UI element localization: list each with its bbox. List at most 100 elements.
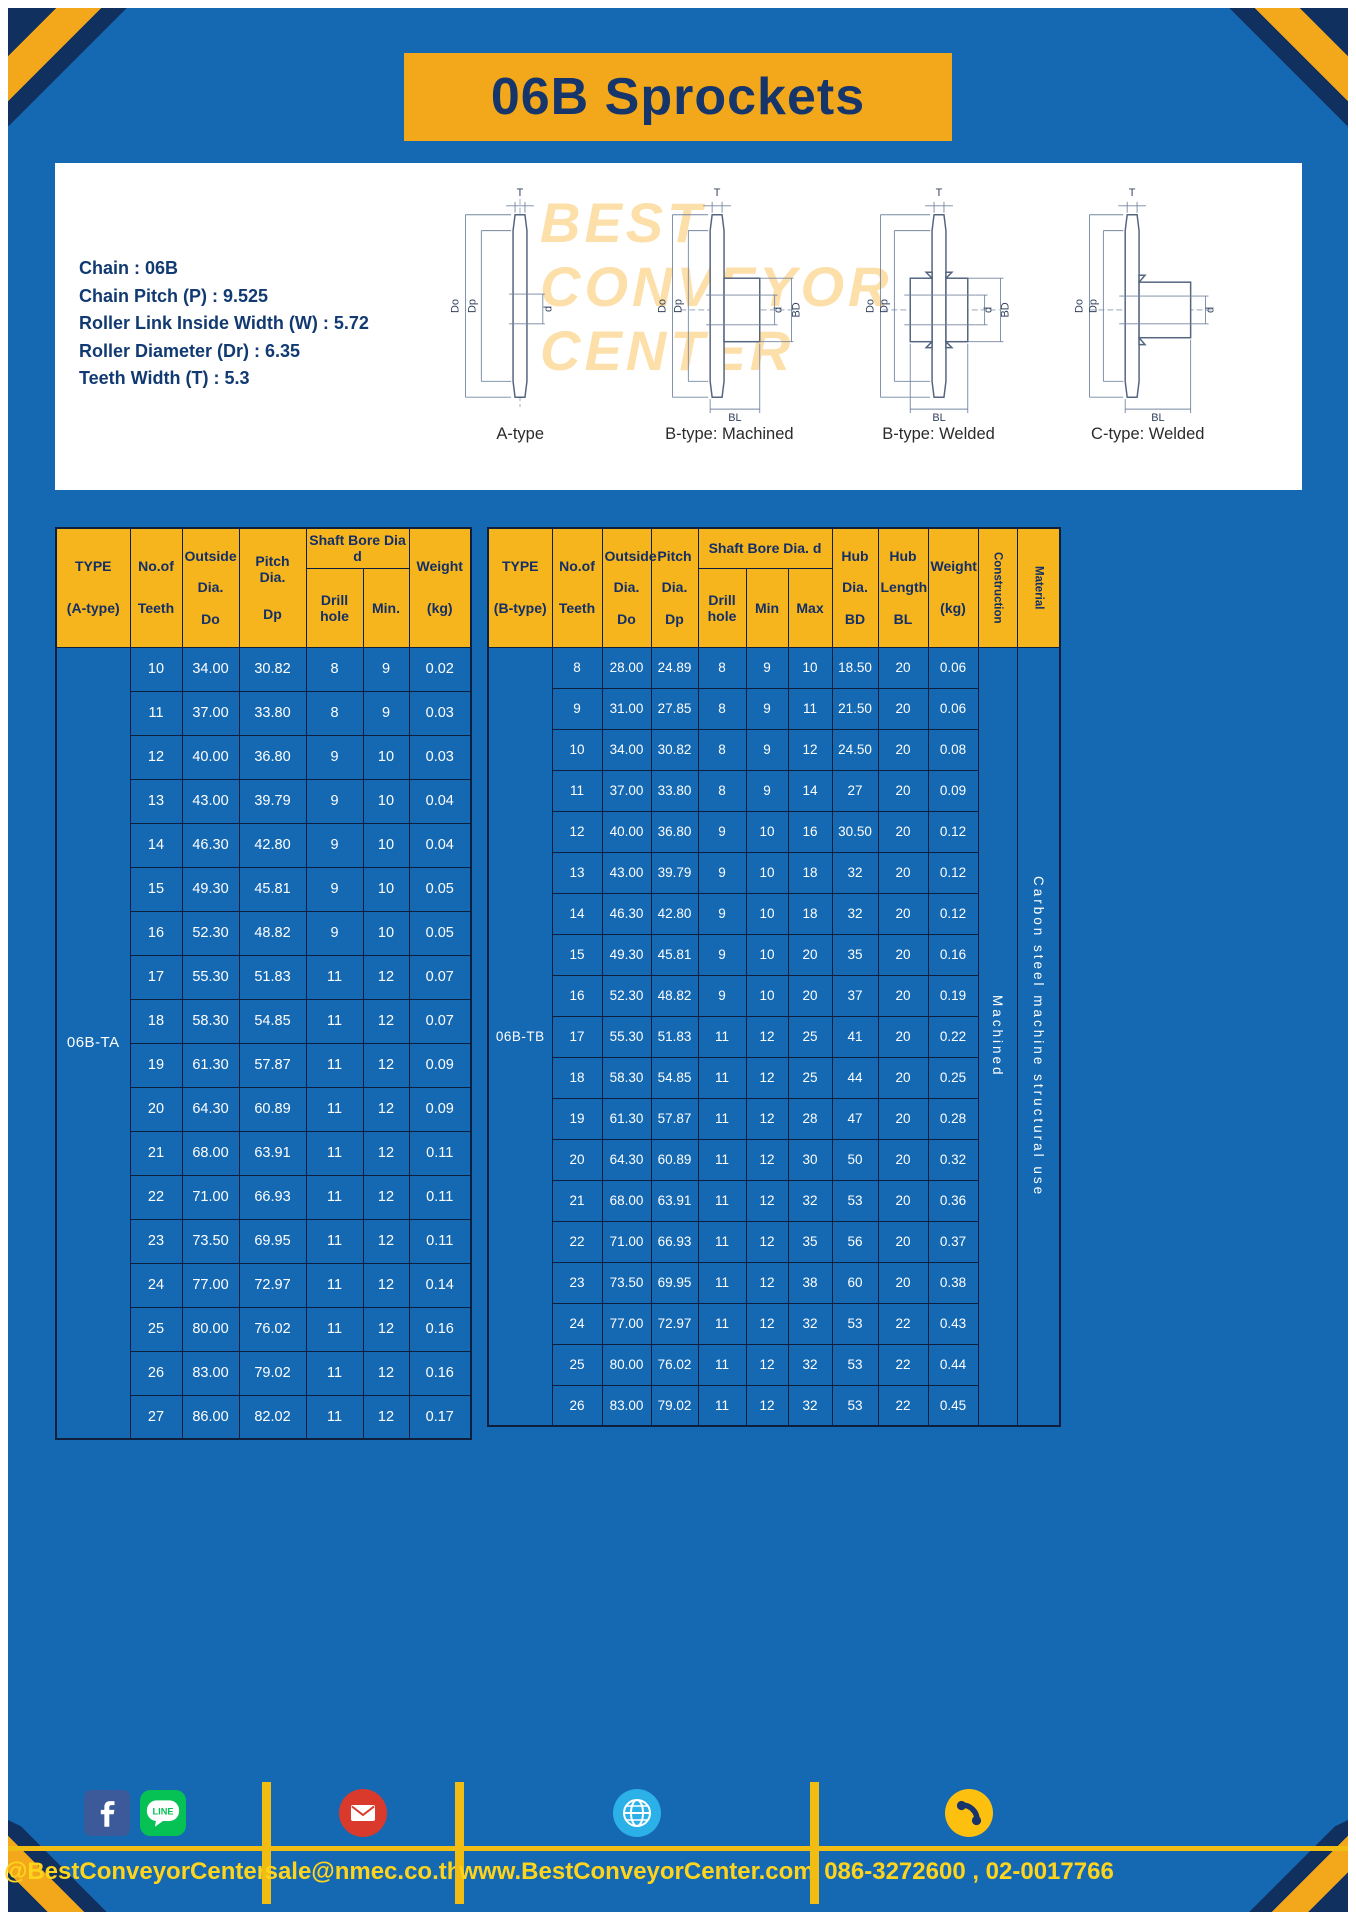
table-cell: 45.81	[650, 933, 699, 976]
table-row: 12 40.00 36.80 9 10 0.03	[56, 734, 472, 780]
table-cell: 20	[877, 1097, 929, 1140]
table-cell: 12	[745, 1015, 789, 1058]
table-cell: 39.79	[650, 851, 699, 894]
table-cell: 71.00	[181, 1174, 240, 1220]
email-icon[interactable]	[339, 1789, 387, 1837]
table-cell: 0.14	[408, 1262, 472, 1308]
spec-line-teeth-width: Teeth Width (T) : 5.3	[79, 368, 250, 388]
globe-icon[interactable]	[613, 1789, 661, 1837]
table-cell: 36.80	[238, 734, 307, 780]
table-cell: 11	[697, 1261, 747, 1304]
table-cell: 18	[787, 851, 833, 894]
table-cell: 12	[745, 1384, 789, 1427]
phone-icon[interactable]	[945, 1789, 993, 1837]
diagram-caption: B-type: Machined	[665, 425, 794, 443]
footer-social-handle[interactable]: @BestConveyorCenter	[3, 1858, 267, 1885]
table-cell: 0.05	[408, 910, 472, 956]
dim-label: d	[1204, 307, 1216, 313]
table-cell: 20	[877, 974, 929, 1017]
table-cell: 11	[305, 1174, 364, 1220]
table-cell: 0.06	[927, 646, 979, 689]
table-cell: 47	[831, 1097, 879, 1140]
table-cell: 48.82	[238, 910, 307, 956]
table-cell: 9	[697, 892, 747, 935]
table-cell: 53	[831, 1343, 879, 1386]
col-header-weight-a: Weight (kg)	[408, 527, 472, 648]
table-cell: 17	[551, 1015, 603, 1058]
table-cell: 23	[551, 1261, 603, 1304]
table-cell: 0.09	[927, 769, 979, 812]
footer-website[interactable]: www.BestConveyorCenter.com	[459, 1858, 815, 1885]
facebook-icon[interactable]	[84, 1790, 130, 1836]
table-cell: 35	[787, 1220, 833, 1263]
footer-email[interactable]: sale@nmec.co.th	[264, 1858, 462, 1885]
table-row: 15 49.30 45.81 9 10 0.05	[56, 866, 472, 912]
dim-label: BD	[791, 302, 803, 317]
table-cell: 20	[877, 687, 929, 730]
line-icon[interactable]: LINE	[140, 1790, 186, 1836]
table-cell: 63.91	[650, 1179, 699, 1222]
table-cell: 11	[129, 690, 183, 736]
col-header-type-a: TYPE (A-type)	[55, 527, 131, 648]
table-cell: 30.82	[650, 728, 699, 771]
table-cell: 10	[787, 646, 833, 689]
table-cell: 21.50	[831, 687, 879, 730]
table-cell: 68.00	[601, 1179, 652, 1222]
table-cell: 24.89	[650, 646, 699, 689]
table-cell: 0.36	[927, 1179, 979, 1222]
table-cell: 32	[787, 1179, 833, 1222]
table-cell: 66.93	[650, 1220, 699, 1263]
table-cell: 0.07	[408, 954, 472, 1000]
table-cell: 25	[787, 1015, 833, 1058]
table-cell: 27	[831, 769, 879, 812]
footer-phone-section: 086-3272600 , 02-0017766	[819, 1780, 1119, 1912]
corner-ribbon-top-right	[1096, 8, 1348, 126]
dim-label: Do	[450, 299, 462, 313]
table-cell: 8	[305, 646, 364, 692]
table-cell: 10	[362, 734, 410, 780]
table-cell: 0.08	[927, 728, 979, 771]
table-cell: 43.00	[181, 778, 240, 824]
footer-phone[interactable]: 086-3272600 , 02-0017766	[824, 1858, 1114, 1885]
table-cell: 34.00	[601, 728, 652, 771]
table-row: 22 71.00 66.93 11 12 0.11	[56, 1174, 472, 1220]
col-header-min-b: Min	[745, 567, 789, 648]
table-cell: 12	[745, 1056, 789, 1099]
table-cell: 0.25	[927, 1056, 979, 1099]
table-cell: 12	[362, 1262, 410, 1308]
col-header-weight-b: Weight (kg)	[927, 527, 979, 648]
table-cell: 37.00	[181, 690, 240, 736]
dim-label: Do	[1073, 299, 1085, 313]
dim-label: d	[543, 306, 555, 312]
table-cell: 11	[305, 1042, 364, 1088]
table-cell: 9	[305, 866, 364, 912]
table-cell: 52.30	[601, 974, 652, 1017]
col-header-material: Material	[1016, 527, 1061, 648]
table-cell: 20	[787, 933, 833, 976]
table-cell: 79.02	[238, 1350, 307, 1396]
col-header-type-b: TYPE (B-type)	[487, 527, 553, 648]
table-cell: 64.30	[601, 1138, 652, 1181]
table-cell: 61.30	[601, 1097, 652, 1140]
table-cell: 9	[305, 822, 364, 868]
table-cell: 68.00	[181, 1130, 240, 1176]
table-row: 23 73.50 69.95 11 12 38 60 20 0.38	[488, 1261, 1060, 1304]
table-row: 16 52.30 48.82 9 10 20 37 20 0.19	[488, 974, 1060, 1017]
table-b-type: TYPE (B-type) No.of Teeth Outside Dia. Do Pi…	[487, 527, 1061, 1427]
table-cell: 12	[745, 1220, 789, 1263]
table-cell: 18	[551, 1056, 603, 1099]
table-cell: 20	[787, 974, 833, 1017]
table-cell: 57.87	[238, 1042, 307, 1088]
table-cell: 10	[362, 778, 410, 824]
table-cell: 37.00	[601, 769, 652, 812]
table-cell: 0.45	[927, 1384, 979, 1427]
table-cell: 71.00	[601, 1220, 652, 1263]
table-row: 27 86.00 82.02 11 12 0.17	[56, 1394, 472, 1440]
table-cell: 11	[697, 1015, 747, 1058]
corner-ribbon-top-left	[8, 8, 260, 126]
table-cell: 16	[787, 810, 833, 853]
table-cell: 79.02	[650, 1384, 699, 1427]
table-cell: 9	[362, 646, 410, 692]
table-cell: 12	[745, 1179, 789, 1222]
title-banner: 06B Sprockets	[404, 53, 952, 141]
